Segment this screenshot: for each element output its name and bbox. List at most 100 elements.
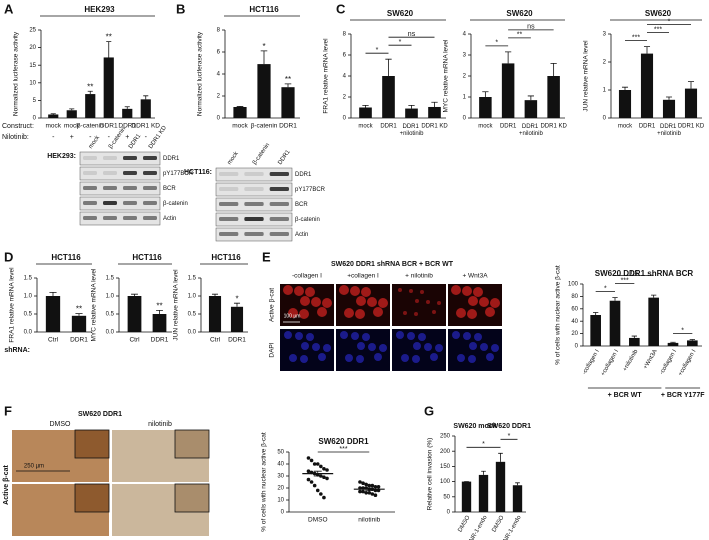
bar bbox=[461, 481, 472, 512]
nucleus bbox=[368, 343, 376, 351]
y-axis-label: % of cells with nuclear active β-cat bbox=[555, 265, 562, 365]
cell-blob bbox=[355, 309, 365, 319]
data-point bbox=[358, 480, 362, 484]
y-tick-label: 3 bbox=[603, 32, 607, 38]
x-tick-label: DDR1 bbox=[500, 124, 517, 130]
blot-band bbox=[219, 202, 239, 206]
bar bbox=[230, 306, 244, 332]
error-bar bbox=[233, 302, 241, 307]
data-point bbox=[312, 462, 317, 466]
y-tick-label: 100 bbox=[440, 479, 451, 485]
blot-strip bbox=[79, 211, 161, 226]
x-tick-label: mock bbox=[64, 123, 80, 130]
y-tick-label: 1.0 bbox=[188, 294, 197, 300]
data-point bbox=[306, 456, 311, 460]
blot-band bbox=[83, 186, 97, 190]
error-bar bbox=[689, 339, 695, 341]
tissue-inset bbox=[74, 483, 110, 513]
nucleus bbox=[306, 333, 314, 341]
x-tick-label: +nilotinib bbox=[622, 348, 639, 372]
error-bar bbox=[156, 310, 163, 314]
y-tick-label: 0.5 bbox=[106, 312, 115, 318]
bar bbox=[590, 315, 601, 346]
y-tick-label: 1.5 bbox=[106, 276, 115, 282]
blot-lane: mock bbox=[227, 150, 241, 166]
data-point bbox=[325, 468, 329, 472]
y-tick-label: 0 bbox=[343, 116, 347, 122]
error-bar bbox=[211, 293, 219, 296]
y-axis-label: JUN relative mRNA level bbox=[583, 40, 590, 112]
error-bar bbox=[665, 96, 673, 100]
bracket-label: * bbox=[495, 40, 498, 47]
cell-blob bbox=[299, 309, 309, 319]
bar bbox=[359, 107, 372, 118]
bar bbox=[103, 57, 114, 118]
error-bar bbox=[106, 41, 112, 58]
bar bbox=[45, 296, 61, 332]
data-point bbox=[325, 476, 329, 481]
error-bar bbox=[143, 95, 149, 100]
cell-blob bbox=[344, 308, 354, 318]
bar bbox=[501, 63, 515, 118]
chart-title: SW620 bbox=[387, 9, 414, 18]
x-tick-label: DDR1 bbox=[279, 123, 297, 130]
y-axis-label: MYC relative mRNA level bbox=[91, 268, 98, 342]
data-point bbox=[312, 483, 317, 488]
cell-blob bbox=[403, 311, 407, 315]
chart-title: SW620 DDR1 shRNA BCR bbox=[595, 269, 694, 278]
x-tick-label: DMSO bbox=[457, 515, 471, 534]
bracket-label: *** bbox=[654, 26, 662, 33]
image-column: -collagen I bbox=[292, 273, 322, 280]
nucleus bbox=[401, 354, 409, 362]
x-tick-label: -collagen I bbox=[582, 349, 601, 376]
bar bbox=[66, 110, 77, 118]
nucleus bbox=[396, 331, 404, 339]
blot-band bbox=[269, 232, 289, 236]
y-axis-label: MYC relative mRNA level bbox=[443, 39, 450, 113]
y-tick-label: 3 bbox=[463, 53, 467, 59]
bar bbox=[233, 107, 247, 118]
blot-band bbox=[123, 171, 137, 175]
y-axis-label: Relative cell invasion (%) bbox=[427, 438, 434, 511]
blot-band-label: β-catenin bbox=[295, 217, 320, 223]
x-tick-label: DMSO bbox=[491, 515, 505, 534]
y-tick-label: 50 bbox=[443, 494, 450, 500]
bar bbox=[667, 342, 679, 346]
image-column: +collagen I bbox=[347, 273, 379, 280]
y-tick-label: 1.5 bbox=[188, 276, 197, 282]
y-tick-label: 250 bbox=[440, 434, 451, 440]
bracket-label: ns bbox=[408, 31, 416, 38]
blot-lane: β-catenin bbox=[252, 142, 271, 166]
x-tick-label: DDR1 KD bbox=[540, 124, 567, 130]
y-tick-label: 0 bbox=[447, 510, 451, 516]
x-tick-label: +Wnt3A bbox=[643, 349, 659, 371]
cell-blob bbox=[490, 298, 500, 308]
cell-blob bbox=[485, 307, 495, 317]
x-tick-label: β-catenin bbox=[77, 123, 104, 130]
x-tick-label: β-catenin bbox=[251, 123, 278, 130]
y-axis-label: Normalized luciferase activity bbox=[13, 31, 20, 116]
y-axis-label: % of cells with nuclear active β-cat bbox=[261, 432, 268, 532]
blot-band bbox=[103, 201, 117, 205]
x-tick-label: mock bbox=[478, 124, 493, 130]
panel-letter: B bbox=[176, 1, 185, 16]
x-tick-label: DDR1 KD bbox=[678, 124, 705, 130]
blot-strip bbox=[79, 151, 161, 166]
x-tick-label: mock bbox=[232, 123, 248, 130]
nucleus bbox=[323, 344, 331, 352]
blot-band-label: BCR bbox=[295, 202, 308, 208]
cell-blob bbox=[300, 296, 310, 306]
bar bbox=[48, 114, 59, 118]
image-row: Active β-cat bbox=[3, 464, 10, 504]
error-bar bbox=[651, 294, 657, 298]
y-tick-label: 1.5 bbox=[24, 276, 33, 282]
blot-cell-line: HCT116: bbox=[184, 169, 212, 176]
x-tick-label: mock bbox=[45, 123, 61, 130]
blot-band bbox=[123, 156, 137, 160]
error-bar bbox=[643, 46, 651, 54]
nucleus bbox=[345, 354, 353, 362]
cell-blob bbox=[467, 309, 477, 319]
chart-title: HEK293 bbox=[84, 5, 115, 14]
data-point bbox=[373, 485, 378, 489]
cell-blob bbox=[339, 285, 349, 295]
